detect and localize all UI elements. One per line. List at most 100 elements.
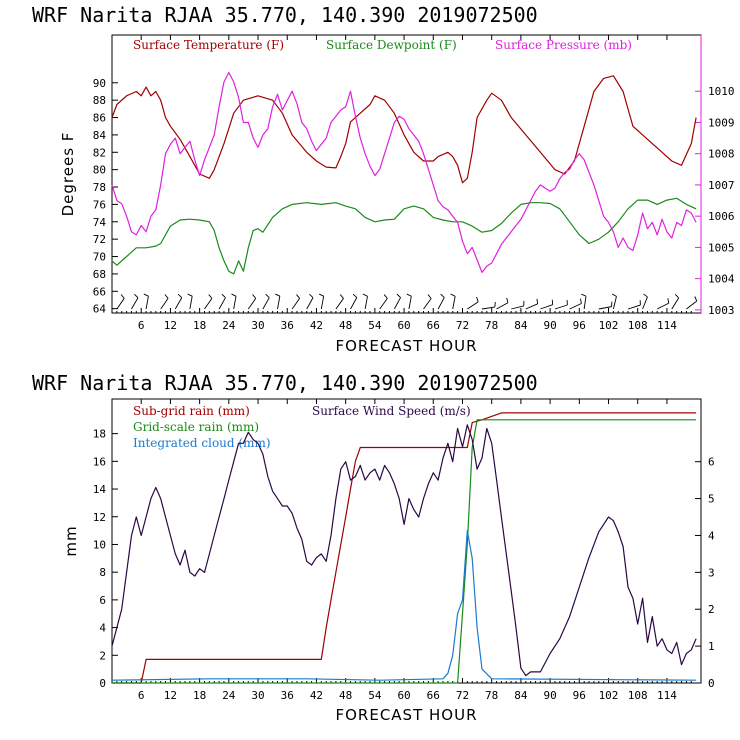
- x-tick-label: 24: [222, 689, 236, 702]
- y-right-tick-label: 5: [708, 493, 715, 506]
- wind-barb-staff: [437, 297, 445, 310]
- x-tick-label: 30: [251, 689, 264, 702]
- y-left-tick-label: 84: [93, 129, 107, 142]
- x-tick-label: 84: [514, 319, 528, 332]
- wind-barb-staff: [291, 298, 301, 310]
- wind-barb-flag: [177, 293, 183, 299]
- y-left-tick-label: 90: [93, 77, 106, 90]
- y-left-tick-label: 16: [93, 455, 106, 468]
- x-tick-label: 6: [138, 319, 145, 332]
- x-tick-label: 102: [599, 319, 619, 332]
- wind-barb-flag: [120, 294, 125, 299]
- y-right-tick-label: 6: [708, 456, 715, 469]
- wind-barb-staff: [671, 297, 680, 310]
- x-tick-label: 18: [193, 319, 206, 332]
- wind-barb-flag: [265, 293, 270, 298]
- y-left-tick-label: 64: [93, 303, 107, 316]
- wind-barb-flag: [296, 294, 300, 299]
- x-tick-label: 72: [456, 689, 469, 702]
- x-tick-label: 6: [138, 689, 145, 702]
- x-tick-label: 102: [599, 689, 619, 702]
- wind-barb-flag: [396, 293, 401, 298]
- wind-barb-flag: [494, 302, 496, 308]
- x-tick-label: 54: [368, 319, 382, 332]
- y-right-tick-label: 1003: [708, 304, 735, 317]
- x-tick-label: 114: [657, 689, 677, 702]
- y-left-tick-label: 80: [93, 164, 106, 177]
- y-right-tick-label: 1005: [708, 241, 735, 254]
- y-left-tick-label: 76: [93, 198, 106, 211]
- wind-barb-flag: [164, 294, 169, 299]
- series-line-2: [111, 197, 697, 275]
- wind-barb-flag: [352, 293, 358, 298]
- x-tick-label: 60: [397, 689, 410, 702]
- wind-barb-staff: [569, 303, 582, 310]
- wind-barb-flag: [406, 293, 412, 297]
- wind-barb-staff: [408, 296, 412, 310]
- wind-barb-staff: [204, 298, 213, 310]
- y-right-tick-label: 3: [708, 566, 715, 579]
- y-left-tick-label: 72: [93, 233, 106, 246]
- wind-barb-flag: [252, 294, 257, 299]
- wind-barb-staff: [686, 300, 697, 310]
- legend-entry-4: Surface Wind Speed (m/s): [312, 404, 471, 418]
- series-line-3: [111, 71, 697, 273]
- y-right-tick-label: 1: [708, 640, 715, 653]
- y-left-tick-label: 14: [93, 483, 107, 496]
- legend-entry-3: Surface Pressure (mb): [495, 38, 632, 52]
- wind-barb-flag: [440, 293, 445, 298]
- legend-entry-2: Surface Dewpoint (F): [326, 38, 457, 52]
- wind-barb-staff: [145, 296, 149, 310]
- y-right-tick-label: 1010: [708, 85, 735, 98]
- wind-barb-flag: [667, 298, 670, 304]
- x-tick-label: 42: [310, 319, 323, 332]
- x-tick-label: 84: [514, 689, 528, 702]
- y-left-tick-label: 78: [93, 181, 106, 194]
- x-tick-label: 108: [628, 319, 648, 332]
- y-right-tick-label: 0: [708, 677, 715, 690]
- wind-barb-staff: [554, 304, 568, 310]
- wind-barb-staff: [174, 297, 183, 310]
- wind-barb-flag: [694, 296, 698, 302]
- x-tick-label: 42: [310, 689, 323, 702]
- x-tick-label: 66: [427, 319, 440, 332]
- wind-barb-staff: [350, 297, 358, 310]
- y-left-tick-label: 88: [93, 94, 106, 107]
- series-line-2: [112, 419, 697, 684]
- wind-barb-flag: [450, 293, 456, 297]
- series-line-1: [111, 75, 697, 184]
- wind-barb-staff: [262, 297, 270, 310]
- wind-barb-flag: [581, 293, 587, 297]
- x-tick-label: 96: [573, 319, 586, 332]
- wind-barb-staff: [423, 298, 432, 310]
- temperature-panel: WRF Narita RJAA 35.770, 140.390 20190725…: [32, 3, 735, 355]
- wind-barb-staff: [583, 296, 587, 310]
- y-right-tick-label: 1007: [708, 179, 735, 192]
- y-left-tick-label: 4: [99, 622, 106, 635]
- y-left-tick-label: 10: [93, 538, 106, 551]
- y-right-tick-label: 2: [708, 603, 715, 616]
- series-line-1: [112, 412, 697, 684]
- wind-barb-staff: [320, 296, 325, 310]
- series-line-4: [111, 424, 697, 677]
- chart-title: WRF Narita RJAA 35.770, 140.390 20190725…: [32, 3, 538, 27]
- x-tick-label: 72: [456, 319, 469, 332]
- wind-barb-flag: [362, 293, 368, 297]
- wind-barb-flag: [309, 293, 314, 298]
- wind-barb-staff: [642, 296, 648, 310]
- wind-barb-flag: [339, 294, 344, 299]
- wind-barb-staff: [379, 298, 388, 310]
- wind-barb-staff: [540, 304, 553, 310]
- wind-barb-flag: [643, 293, 648, 298]
- y-left-tick-label: 18: [93, 428, 106, 441]
- x-tick-label: 78: [485, 319, 498, 332]
- x-tick-label: 18: [193, 689, 206, 702]
- y-right-tick-label: 1008: [708, 148, 735, 161]
- y-right-tick-label: 1004: [708, 273, 735, 286]
- wind-barb-staff: [481, 306, 495, 310]
- x-tick-label: 48: [339, 319, 352, 332]
- wind-barb-flag: [674, 294, 680, 299]
- wind-barb-staff: [364, 296, 368, 310]
- y-left-tick-label: 0: [99, 677, 106, 690]
